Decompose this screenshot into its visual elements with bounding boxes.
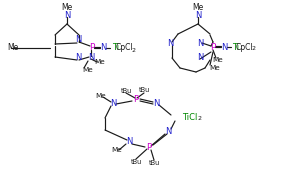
Text: Me: Me [96, 93, 107, 99]
Text: N: N [195, 11, 201, 19]
Text: Ti: Ti [233, 43, 239, 51]
Text: Me: Me [83, 67, 93, 73]
Text: Me: Me [213, 57, 223, 63]
Text: Me: Me [192, 4, 204, 12]
Text: N: N [64, 11, 70, 19]
Text: N: N [153, 99, 159, 108]
Text: N: N [167, 39, 173, 47]
Text: P: P [133, 95, 139, 105]
Text: N: N [100, 43, 106, 53]
Text: Me: Me [112, 147, 123, 153]
Text: CpCl: CpCl [115, 43, 133, 53]
Text: N: N [110, 99, 116, 108]
Text: P: P [89, 43, 95, 53]
Text: N: N [126, 138, 132, 146]
Text: TiCl: TiCl [182, 112, 197, 122]
Text: 2: 2 [198, 116, 202, 122]
Text: P: P [146, 143, 152, 152]
Text: tBu: tBu [148, 160, 160, 166]
Text: N: N [221, 43, 227, 51]
Text: tBu: tBu [120, 88, 132, 94]
Text: tBu: tBu [139, 87, 150, 93]
Text: Me: Me [61, 4, 73, 12]
Text: N: N [75, 53, 81, 63]
Text: Me: Me [210, 65, 220, 71]
Text: P: P [210, 43, 216, 53]
Text: N: N [165, 128, 171, 136]
Text: N: N [197, 53, 203, 63]
Text: N: N [75, 36, 81, 44]
Text: Me: Me [95, 59, 105, 65]
Text: N: N [88, 53, 94, 63]
Text: 2: 2 [131, 47, 135, 53]
Text: Me: Me [7, 43, 18, 53]
Text: 2: 2 [251, 46, 255, 51]
Text: tBu: tBu [130, 159, 142, 165]
Text: Ti: Ti [112, 43, 120, 53]
Text: CpCl: CpCl [235, 43, 253, 51]
Text: N: N [197, 39, 203, 47]
